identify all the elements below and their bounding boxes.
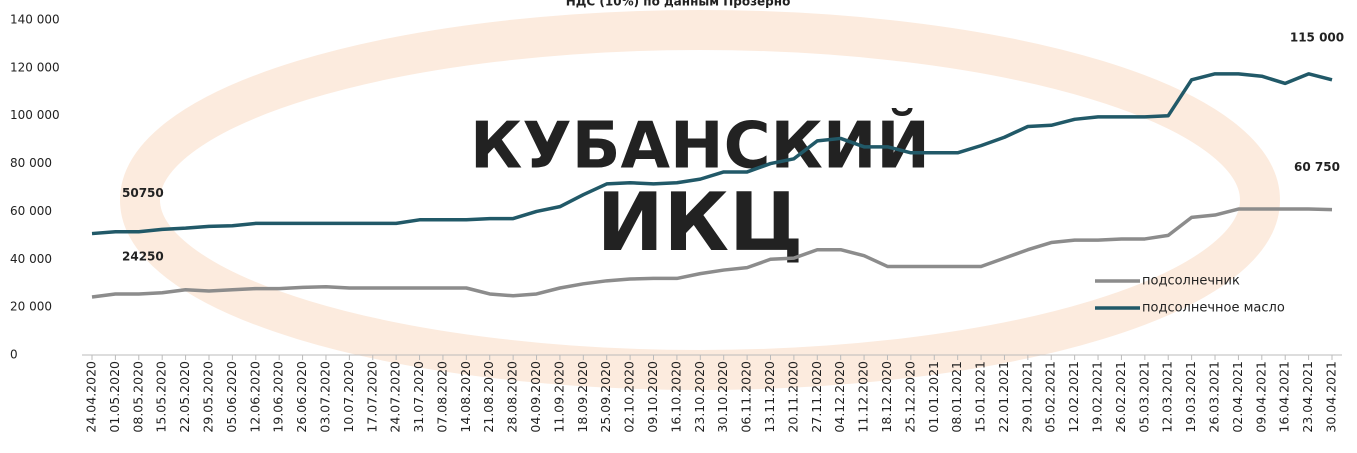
x-tick-label: 02.04.2021 <box>1230 361 1245 433</box>
y-tick-label: 0 <box>10 348 18 362</box>
x-tick-label: 26.03.2021 <box>1207 361 1222 433</box>
x-tick-label: 12.02.2021 <box>1066 361 1081 433</box>
legend-label: подсолнечное масло <box>1142 301 1285 316</box>
x-tick-label: 18.12.2020 <box>879 361 894 433</box>
x-tick-label: 05.02.2021 <box>1043 361 1058 433</box>
x-tick-label: 23.10.2020 <box>692 361 707 433</box>
x-tick-label: 09.10.2020 <box>645 361 660 433</box>
x-tick-label: 08.01.2021 <box>949 361 964 433</box>
x-tick-label: 01.05.2020 <box>107 361 122 433</box>
x-tick-label: 29.01.2021 <box>1019 361 1034 433</box>
data-label: 50750 <box>122 186 164 200</box>
data-label: 115 000 <box>1290 30 1344 44</box>
x-tick-label: 23.04.2021 <box>1300 361 1315 433</box>
x-tick-label: 30.04.2021 <box>1324 361 1339 433</box>
chart: НДС (10%) по данным Прозерно КУБАНСКИЙИК… <box>0 0 1357 453</box>
x-tick-label: 18.09.2020 <box>575 361 590 433</box>
x-tick-label: 30.10.2020 <box>715 361 730 433</box>
x-tick-label: 15.05.2020 <box>154 361 169 433</box>
x-tick-label: 15.01.2021 <box>973 361 988 433</box>
x-tick-label: 20.11.2020 <box>785 361 800 433</box>
x-tick-label: 05.06.2020 <box>224 361 239 433</box>
x-tick-label: 12.06.2020 <box>247 361 262 433</box>
x-tick-label: 11.09.2020 <box>551 361 566 433</box>
x-tick-label: 05.03.2021 <box>1136 361 1151 433</box>
x-tick-label: 19.06.2020 <box>271 361 286 433</box>
x-tick-label: 24.04.2020 <box>84 361 99 433</box>
data-label: 24250 <box>122 249 164 263</box>
chart-title: НДС (10%) по данным Прозерно <box>566 0 791 9</box>
x-tick-label: 26.02.2021 <box>1113 361 1128 433</box>
x-tick-label: 13.11.2020 <box>762 361 777 433</box>
watermark-text: ИКЦ <box>597 176 804 269</box>
x-tick-label: 03.07.2020 <box>317 361 332 433</box>
x-tick-label: 19.02.2021 <box>1090 361 1105 433</box>
data-label: 60 750 <box>1294 160 1340 174</box>
y-tick-label: 120 000 <box>10 60 60 74</box>
y-tick-label: 80 000 <box>10 156 52 170</box>
x-tick-label: 27.11.2020 <box>809 361 824 433</box>
x-tick-label: 04.12.2020 <box>832 361 847 433</box>
x-tick-label: 11.12.2020 <box>856 361 871 433</box>
x-tick-label: 17.07.2020 <box>364 361 379 433</box>
x-tick-label: 02.10.2020 <box>622 361 637 433</box>
x-tick-label: 28.08.2020 <box>505 361 520 433</box>
y-tick-label: 140 000 <box>10 13 60 27</box>
x-tick-label: 01.01.2021 <box>926 361 941 433</box>
y-tick-label: 40 000 <box>10 252 52 266</box>
x-tick-label: 14.08.2020 <box>458 361 473 433</box>
x-tick-label: 25.12.2020 <box>902 361 917 433</box>
x-tick-label: 19.03.2021 <box>1183 361 1198 433</box>
x-tick-label: 22.01.2021 <box>996 361 1011 433</box>
x-tick-label: 16.10.2020 <box>668 361 683 433</box>
x-tick-label: 16.04.2021 <box>1277 361 1292 433</box>
x-tick-label: 08.05.2020 <box>130 361 145 433</box>
x-tick-label: 29.05.2020 <box>200 361 215 433</box>
x-tick-label: 22.05.2020 <box>177 361 192 433</box>
y-tick-label: 100 000 <box>10 108 60 122</box>
x-tick-label: 21.08.2020 <box>481 361 496 433</box>
x-tick-label: 10.07.2020 <box>341 361 356 433</box>
x-tick-label: 25.09.2020 <box>598 361 613 433</box>
y-tick-label: 20 000 <box>10 300 52 314</box>
x-tick-label: 06.11.2020 <box>739 361 754 433</box>
legend-label: подсолнечник <box>1142 274 1240 289</box>
x-tick-label: 04.09.2020 <box>528 361 543 433</box>
y-tick-label: 60 000 <box>10 204 52 218</box>
x-tick-label: 12.03.2021 <box>1160 361 1175 433</box>
x-tick-label: 07.08.2020 <box>434 361 449 433</box>
x-tick-label: 09.04.2021 <box>1253 361 1268 433</box>
x-tick-label: 24.07.2020 <box>388 361 403 433</box>
x-tick-label: 26.06.2020 <box>294 361 309 433</box>
x-tick-label: 31.07.2020 <box>411 361 426 433</box>
